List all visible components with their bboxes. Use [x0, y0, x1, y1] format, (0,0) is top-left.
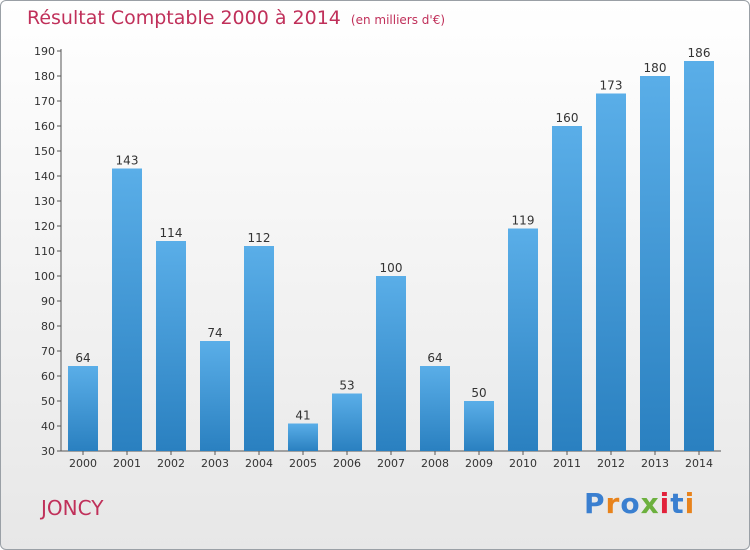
data-label: 100 [380, 261, 403, 275]
x-tick-label: 2012 [597, 457, 625, 470]
x-tick-label: 2001 [113, 457, 141, 470]
x-tick-label: 2009 [465, 457, 493, 470]
x-tick-label: 2014 [685, 457, 713, 470]
x-tick-label: 2008 [421, 457, 449, 470]
bar [596, 93, 626, 451]
y-tick-label: 190 [34, 45, 55, 58]
y-tick-label: 30 [41, 445, 55, 458]
proxiti-logo[interactable]: Proxiti [584, 487, 695, 520]
y-tick-label: 40 [41, 420, 55, 433]
x-tick-label: 2006 [333, 457, 361, 470]
brand-letter: P [584, 487, 606, 520]
y-tick-label: 160 [34, 120, 55, 133]
data-label: 53 [339, 379, 354, 393]
brand-letter: r [605, 487, 621, 520]
data-label: 173 [600, 79, 623, 93]
y-tick-label: 130 [34, 195, 55, 208]
bar [508, 228, 538, 451]
brand-letter: i [684, 487, 696, 520]
bar [640, 76, 670, 451]
y-tick-label: 100 [34, 270, 55, 283]
bar [332, 393, 362, 451]
bar [156, 241, 186, 451]
x-tick-label: 2004 [245, 457, 273, 470]
data-label: 160 [556, 111, 579, 125]
y-tick-label: 70 [41, 345, 55, 358]
data-label: 186 [688, 46, 711, 60]
data-label: 143 [116, 154, 139, 168]
y-tick-label: 80 [41, 320, 55, 333]
bar [684, 61, 714, 451]
data-label: 64 [427, 351, 442, 365]
bar [464, 401, 494, 451]
x-tick-label: 2002 [157, 457, 185, 470]
x-tick-label: 2003 [201, 457, 229, 470]
y-tick-label: 90 [41, 295, 55, 308]
brand-letter: t [670, 487, 685, 520]
bar [552, 126, 582, 451]
title-text: Résultat Comptable 2000 à 2014 [27, 7, 341, 29]
y-tick-label: 110 [34, 245, 55, 258]
data-label: 180 [644, 61, 667, 75]
x-tick-label: 2007 [377, 457, 405, 470]
bar [68, 366, 98, 451]
bar [200, 341, 230, 451]
brand-letter: x [640, 487, 660, 520]
data-label: 114 [160, 226, 183, 240]
bar [112, 168, 142, 451]
unit-label: (en milliers d'€) [350, 13, 446, 27]
y-tick-label: 50 [41, 395, 55, 408]
x-tick-label: 2010 [509, 457, 537, 470]
bar [288, 423, 318, 451]
data-label: 119 [512, 214, 535, 228]
chart-title: Résultat Comptable 2000 à 2014 (en millie… [27, 7, 445, 29]
y-tick-label: 60 [41, 370, 55, 383]
data-label: 74 [207, 326, 222, 340]
place-name: JONCY [41, 496, 104, 520]
x-tick-label: 2005 [289, 457, 317, 470]
bar [376, 276, 406, 451]
data-label: 41 [295, 409, 310, 423]
bar [244, 246, 274, 451]
y-tick-label: 180 [34, 70, 55, 83]
bars: 64 143 114 74 112 41 53 100 64 50 119 160 173 180 186 [68, 46, 714, 451]
brand-letter: o [620, 487, 641, 520]
y-tick-label: 170 [34, 95, 55, 108]
data-label: 50 [471, 386, 486, 400]
x-tick-label: 2000 [69, 457, 97, 470]
data-label: 64 [75, 351, 90, 365]
data-label: 112 [248, 231, 271, 245]
x-tick-label: 2013 [641, 457, 669, 470]
brand-letter: i [659, 487, 671, 520]
y-tick-label: 140 [34, 170, 55, 183]
x-tick-label: 2011 [553, 457, 581, 470]
y-tick-label: 150 [34, 145, 55, 158]
bar [420, 366, 450, 451]
y-tick-label: 120 [34, 220, 55, 233]
